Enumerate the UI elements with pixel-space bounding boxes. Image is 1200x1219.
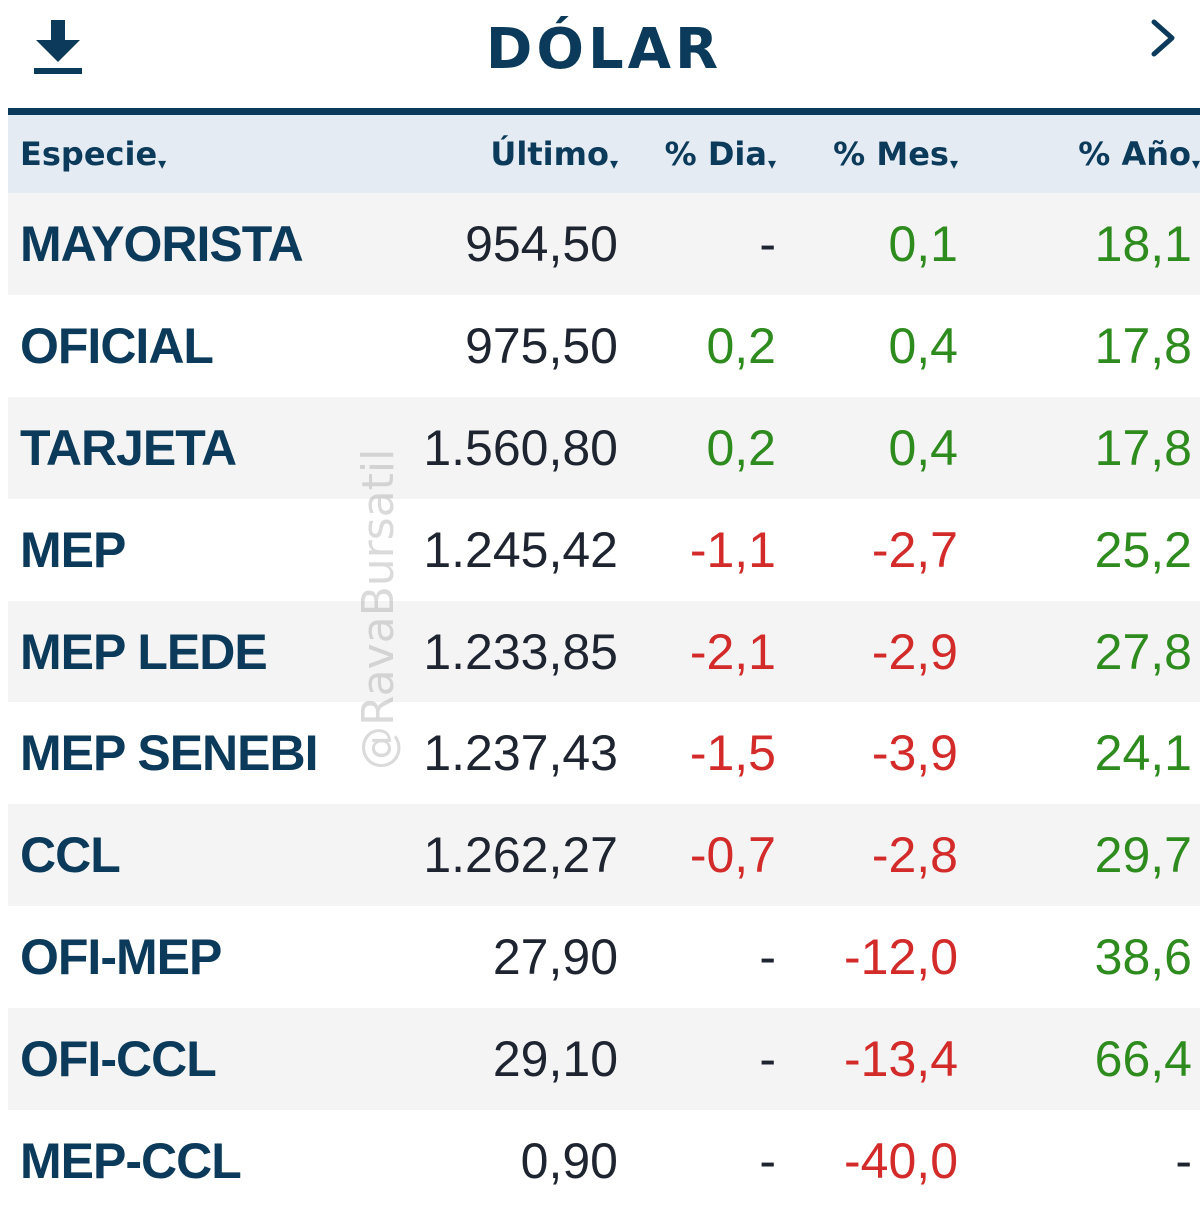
table-row[interactable]: OFICIAL 975,50 0,2 0,4 17,8 <box>8 294 1200 397</box>
column-header-ano[interactable]: % Año▾ <box>960 115 1200 193</box>
ultimo-cell: 0,90 <box>520 1132 618 1189</box>
especie-cell: MEP SENEBI <box>20 725 319 782</box>
ultimo-cell: 975,50 <box>465 317 618 374</box>
dia-change-cell: - <box>759 929 776 986</box>
ultimo-cell: 954,50 <box>465 215 618 272</box>
column-header-ultimo[interactable]: Último▾ <box>328 115 618 193</box>
sort-caret-icon: ▾ <box>949 154 958 173</box>
table-row[interactable]: MEP-CCL 0,90 - -40,0 - <box>8 1110 1200 1212</box>
column-label: % Dia <box>664 135 767 173</box>
mes-change-cell: -2,7 <box>871 521 958 578</box>
ano-change-cell: - <box>1175 1132 1192 1189</box>
especie-cell: MEP LEDE <box>20 623 268 680</box>
especie-cell: CCL <box>20 827 121 884</box>
ultimo-cell: 27,90 <box>492 929 618 986</box>
mes-change-cell: -2,8 <box>871 827 958 884</box>
table-row[interactable]: MEP 1.245,42 -1,1 -2,7 25,2 <box>8 498 1200 601</box>
ultimo-cell: 1.560,80 <box>423 419 618 476</box>
dia-change-cell: -1,5 <box>689 725 776 782</box>
dia-change-cell: 0,2 <box>706 317 776 374</box>
mes-change-cell: -3,9 <box>871 725 958 782</box>
especie-cell: OFICIAL <box>20 317 214 374</box>
ano-change-cell: 29,7 <box>1094 827 1192 884</box>
ultimo-cell: 1.262,27 <box>423 827 618 884</box>
quotes-table: Especie▾ Último▾ % Dia▾ % Mes▾ % Año▾ MA… <box>8 115 1200 1212</box>
especie-cell: MEP <box>20 521 126 578</box>
table-header-row: Especie▾ Último▾ % Dia▾ % Mes▾ % Año▾ <box>8 115 1200 193</box>
ultimo-cell: 1.245,42 <box>423 521 618 578</box>
especie-cell: MEP-CCL <box>20 1132 242 1189</box>
column-label: Último <box>490 135 609 173</box>
column-header-dia[interactable]: % Dia▾ <box>618 115 780 193</box>
download-button[interactable] <box>30 18 86 76</box>
ano-change-cell: 27,8 <box>1094 623 1192 680</box>
ano-change-cell: 18,1 <box>1094 215 1192 272</box>
especie-cell: MAYORISTA <box>20 215 304 272</box>
dia-change-cell: 0,2 <box>706 419 776 476</box>
column-label: % Mes <box>833 135 949 173</box>
table-row[interactable]: TARJETA 1.560,80 0,2 0,4 17,8 <box>8 396 1200 499</box>
table-row[interactable]: MAYORISTA 954,50 - 0,1 18,1 <box>8 193 1200 295</box>
dia-change-cell: - <box>759 1132 776 1189</box>
next-button[interactable] <box>1148 16 1178 60</box>
especie-cell: OFI-MEP <box>20 929 222 986</box>
ano-change-cell: 66,4 <box>1094 1031 1192 1088</box>
column-label: Especie <box>20 135 158 173</box>
dia-change-cell: - <box>759 215 776 272</box>
ultimo-cell: 1.237,43 <box>423 725 618 782</box>
widget-header: DÓLAR <box>8 0 1200 115</box>
mes-change-cell: 0,4 <box>888 419 958 476</box>
dia-change-cell: -0,7 <box>689 827 776 884</box>
ano-change-cell: 17,8 <box>1094 419 1192 476</box>
especie-cell: OFI-CCL <box>20 1031 217 1088</box>
sort-caret-icon: ▾ <box>767 154 776 173</box>
mes-change-cell: 0,1 <box>888 215 958 272</box>
page-title: DÓLAR <box>485 17 723 82</box>
download-icon <box>34 20 82 74</box>
chevron-right-icon <box>1151 19 1175 57</box>
dia-change-cell: -2,1 <box>689 623 776 680</box>
dolar-widget: DÓLAR Especie▾ Último▾ % Dia▾ % Mes▾ % A… <box>8 0 1200 1219</box>
ultimo-cell: 29,10 <box>492 1031 618 1088</box>
table-row[interactable]: CCL 1.262,27 -0,7 -2,8 29,7 <box>8 804 1200 907</box>
mes-change-cell: -40,0 <box>844 1132 958 1189</box>
sort-caret-icon: ▾ <box>158 154 167 173</box>
column-header-mes[interactable]: % Mes▾ <box>780 115 960 193</box>
ano-change-cell: 17,8 <box>1094 317 1192 374</box>
ano-change-cell: 25,2 <box>1094 521 1192 578</box>
dia-change-cell: - <box>759 1031 776 1088</box>
mes-change-cell: -12,0 <box>844 929 958 986</box>
column-label: % Año <box>1078 135 1191 173</box>
ultimo-cell: 1.233,85 <box>423 623 618 680</box>
mes-change-cell: 0,4 <box>888 317 958 374</box>
table-row[interactable]: OFI-MEP 27,90 - -12,0 38,6 <box>8 906 1200 1009</box>
sort-caret-icon: ▾ <box>609 154 618 173</box>
table-row[interactable]: OFI-CCL 29,10 - -13,4 66,4 <box>8 1008 1200 1111</box>
mes-change-cell: -13,4 <box>844 1031 958 1088</box>
ano-change-cell: 38,6 <box>1094 929 1192 986</box>
mes-change-cell: -2,9 <box>871 623 958 680</box>
sort-caret-icon: ▾ <box>1191 154 1200 173</box>
table-row[interactable]: MEP LEDE 1.233,85 -2,1 -2,9 27,8 <box>8 600 1200 703</box>
especie-cell: TARJETA <box>20 419 237 476</box>
dia-change-cell: -1,1 <box>689 521 776 578</box>
ano-change-cell: 24,1 <box>1094 725 1192 782</box>
table-row[interactable]: MEP SENEBI 1.237,43 -1,5 -3,9 24,1 <box>8 702 1200 805</box>
column-header-especie[interactable]: Especie▾ <box>8 115 328 193</box>
